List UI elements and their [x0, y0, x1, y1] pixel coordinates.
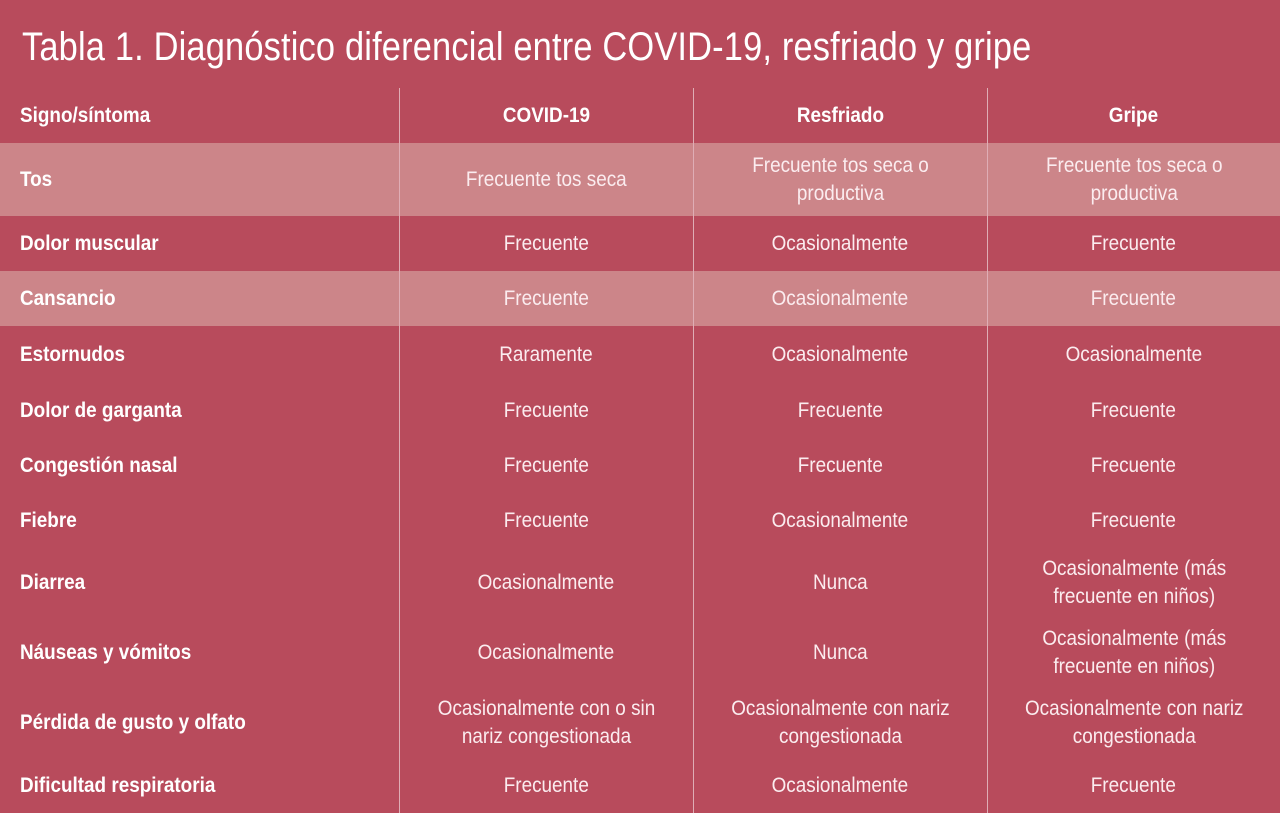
cell-covid: Frecuente tos seca — [398, 143, 693, 216]
cell-flu: Ocasionalmente — [986, 326, 1280, 383]
cell-symptom: Náuseas y vómitos — [20, 641, 192, 664]
cell-symptom: Pérdida de gusto y olfato — [20, 711, 246, 734]
table-title: Tabla 1. Diagnóstico diferencial entre C… — [22, 25, 1032, 69]
cell-cold: Ocasionalmente — [692, 271, 987, 326]
cell-flu: Ocasionalmente con nariz congestionada — [986, 688, 1280, 758]
cell-covid: Ocasionalmente — [398, 618, 693, 688]
cell-covid: Frecuente — [398, 271, 693, 326]
diagnosis-table: Signo/síntoma COVID-19 Resfriado Gripe T… — [0, 88, 1280, 813]
cell-flu: Frecuente — [986, 271, 1280, 326]
cell-cold: Ocasionalmente — [692, 216, 987, 271]
cell-symptom: Diarrea — [20, 571, 86, 594]
cell-flu: Frecuente tos seca o productiva — [986, 143, 1280, 216]
table-row: Náuseas y vómitos Ocasionalmente Nunca Ocas… — [0, 618, 1280, 688]
cell-symptom: Tos — [0, 143, 399, 216]
table-row: Pérdida de gusto y olfato Ocasionalmente … — [0, 688, 1280, 758]
cell-flu: Ocasionalmente (más frecuente en niños) — [986, 548, 1280, 618]
cell-covid: Raramente — [398, 326, 693, 383]
table-row: Cansancio Frecuente Ocasionalmente Frecuent… — [0, 271, 1280, 326]
cell-flu: Frecuente — [986, 493, 1280, 548]
cell-flu: Frecuente — [986, 758, 1280, 813]
table-row: Dolor muscular Frecuente Ocasionalmente Fre… — [0, 216, 1280, 271]
cell-symptom: Cansancio — [0, 271, 399, 326]
cell-covid: Frecuente — [398, 438, 693, 493]
cell-cold: Frecuente — [692, 383, 987, 438]
table-row: Tos Frecuente tos seca Frecuente tos seca … — [0, 143, 1280, 216]
header-cold: Resfriado — [692, 88, 987, 143]
header-covid: COVID-19 — [398, 88, 693, 143]
header-row: Signo/síntoma COVID-19 Resfriado Gripe — [0, 88, 1280, 143]
cell-flu: Ocasionalmente (más frecuente en niños) — [986, 618, 1280, 688]
table-row: Estornudos Raramente Ocasionalmente Ocasion… — [0, 326, 1280, 383]
table-row: Congestión nasal Frecuente Frecuente Frecue… — [0, 438, 1280, 493]
table-header: Signo/síntoma COVID-19 Resfriado Gripe — [0, 88, 1280, 143]
table-row: Dificultad respiratoria Frecuente Ocasiona… — [0, 758, 1280, 813]
cell-cold: Ocasionalmente con nariz congestionada — [692, 688, 987, 758]
header-flu: Gripe — [986, 88, 1280, 143]
cell-covid: Frecuente — [398, 493, 693, 548]
cell-cold: Frecuente tos seca o productiva — [692, 143, 987, 216]
cell-symptom: Congestión nasal — [20, 453, 178, 477]
cell-symptom: Estornudos — [20, 342, 126, 366]
header-symptom: Signo/síntoma — [20, 103, 151, 127]
cell-flu: Frecuente — [986, 216, 1280, 271]
table-row: Fiebre Frecuente Ocasionalmente Frecuente — [0, 493, 1280, 548]
cell-covid: Frecuente — [398, 758, 693, 813]
cell-cold: Nunca — [692, 548, 987, 618]
cell-cold: Ocasionalmente — [692, 326, 987, 383]
table-body: Tos Frecuente tos seca Frecuente tos seca … — [0, 143, 1280, 813]
cell-symptom: Dificultad respiratoria — [20, 773, 216, 797]
cell-cold: Frecuente — [692, 438, 987, 493]
cell-flu: Frecuente — [986, 383, 1280, 438]
cell-covid: Frecuente — [398, 383, 693, 438]
cell-symptom: Dolor muscular — [20, 231, 159, 255]
cell-cold: Nunca — [692, 618, 987, 688]
cell-covid: Ocasionalmente — [398, 548, 693, 618]
cell-cold: Ocasionalmente — [692, 758, 987, 813]
cell-covid: Frecuente — [398, 216, 693, 271]
table-row: Dolor de garganta Frecuente Frecuente Frecu… — [0, 383, 1280, 438]
cell-flu: Frecuente — [986, 438, 1280, 493]
cell-symptom: Dolor de garganta — [20, 398, 182, 422]
cell-covid: Ocasionalmente con o sin nariz congestio… — [398, 688, 693, 758]
cell-symptom: Fiebre — [20, 508, 77, 532]
table-row: Diarrea Ocasionalmente Nunca Ocasionalmente… — [0, 548, 1280, 618]
cell-cold: Ocasionalmente — [692, 493, 987, 548]
